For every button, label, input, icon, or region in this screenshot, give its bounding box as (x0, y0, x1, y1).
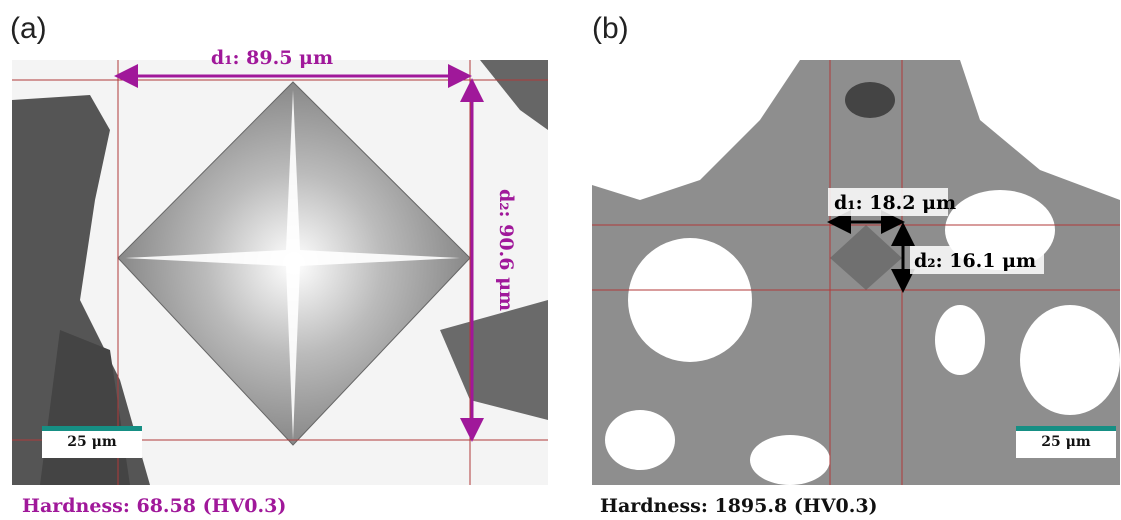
micrograph-a (12, 60, 548, 485)
hardness: Hardness: 1895.8 (HV0.3) (600, 495, 878, 517)
d2-label: d₂: 90.6 μm (495, 189, 517, 311)
panel-label: (a) (10, 12, 47, 45)
scale-bar-label: 25 μm (1041, 434, 1091, 450)
panel-label: (b) (592, 12, 629, 45)
figure: (a) d₁: 89.5 μm d₂: 90.6 μm 25 μm Hardne… (0, 0, 1121, 520)
hardness: Hardness: 68.58 (HV0.3) (22, 495, 286, 517)
d1-label: d₁: 89.5 μm (211, 47, 333, 69)
d2-label: d₂: 16.1 μm (914, 250, 1036, 272)
scale-bar-label: 25 μm (67, 434, 117, 450)
scale-bar (1016, 426, 1116, 431)
d1-label: d₁: 18.2 μm (834, 192, 956, 214)
scale-bar (42, 426, 142, 431)
